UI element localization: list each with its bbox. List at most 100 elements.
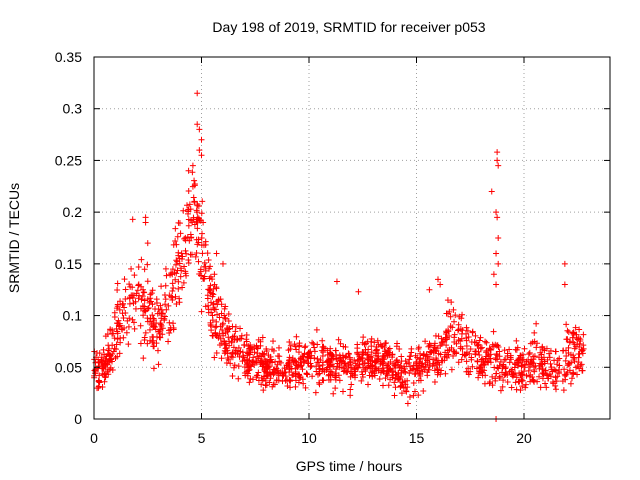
data-point [380, 367, 387, 374]
data-point [154, 347, 161, 354]
data-point [195, 215, 202, 222]
data-point [394, 359, 401, 366]
data-point [194, 225, 201, 232]
data-point [189, 162, 196, 169]
data-point [253, 342, 260, 349]
data-point [218, 301, 225, 308]
data-point [392, 364, 399, 371]
data-point [148, 290, 155, 297]
data-point [476, 352, 483, 359]
data-point [134, 287, 141, 294]
data-point [306, 352, 313, 359]
data-point [180, 279, 187, 286]
data-point [119, 310, 126, 317]
data-point [495, 235, 502, 241]
data-point [301, 344, 308, 351]
data-point [185, 260, 192, 267]
data-point [295, 379, 302, 386]
data-point [260, 362, 267, 369]
data-point [391, 362, 398, 369]
data-point [311, 344, 318, 351]
data-point [463, 324, 470, 331]
data-point [393, 356, 400, 363]
data-point [442, 370, 449, 377]
data-point [293, 333, 300, 340]
data-point [170, 241, 177, 248]
data-point [169, 288, 176, 295]
data-point [241, 342, 248, 349]
data-point [163, 272, 170, 279]
data-point [493, 209, 500, 216]
data-point [141, 289, 148, 296]
data-point [319, 352, 326, 359]
data-point [161, 315, 168, 322]
data-point [141, 266, 148, 273]
data-point [141, 297, 148, 304]
data-point [406, 393, 413, 400]
data-point [495, 260, 502, 267]
data-point [126, 300, 133, 307]
data-point [141, 337, 148, 344]
data-point [401, 363, 408, 370]
data-point [149, 301, 156, 308]
data-point [113, 346, 120, 353]
data-point [140, 312, 147, 319]
data-point [342, 344, 349, 351]
data-point [442, 331, 449, 338]
data-point [402, 369, 409, 376]
data-point [162, 296, 169, 303]
data-point [310, 340, 317, 347]
data-point [142, 308, 149, 315]
data-point [191, 199, 198, 206]
data-point [431, 379, 438, 386]
data-point [368, 338, 375, 345]
data-point [391, 379, 398, 386]
data-point [113, 341, 120, 348]
data-point [355, 356, 362, 363]
data-point [274, 361, 281, 368]
data-point [564, 369, 571, 376]
data-point [122, 296, 129, 303]
data-point [571, 358, 578, 365]
data-point [543, 345, 550, 352]
data-point [337, 354, 344, 361]
data-point [142, 329, 149, 336]
data-point [433, 357, 440, 364]
data-point [309, 339, 316, 346]
data-point [204, 250, 211, 257]
data-point [489, 373, 496, 380]
data-point [437, 371, 444, 378]
data-point [116, 320, 123, 327]
data-point [455, 337, 462, 344]
plot-frame [93, 56, 611, 420]
data-point [426, 348, 433, 355]
data-point [411, 388, 418, 395]
data-point [431, 342, 438, 349]
data-point [567, 380, 574, 387]
data-point [561, 260, 568, 267]
data-point [211, 306, 218, 313]
data-point [183, 250, 190, 257]
data-point [172, 293, 179, 300]
data-point [542, 367, 549, 374]
data-point [354, 345, 361, 352]
data-point [466, 350, 473, 357]
data-point [207, 282, 214, 289]
data-point [292, 383, 299, 390]
data-point [459, 311, 466, 318]
data-point [302, 343, 309, 350]
data-point [335, 336, 342, 343]
data-point [150, 365, 157, 372]
data-point [316, 381, 323, 388]
data-point [426, 340, 433, 347]
data-point [285, 360, 292, 367]
data-point [151, 343, 158, 350]
data-point [98, 357, 105, 364]
data-point [255, 369, 262, 376]
data-point [262, 377, 269, 384]
data-point [245, 357, 252, 364]
data-point [525, 351, 532, 358]
data-point [303, 357, 310, 364]
data-point [213, 250, 220, 257]
